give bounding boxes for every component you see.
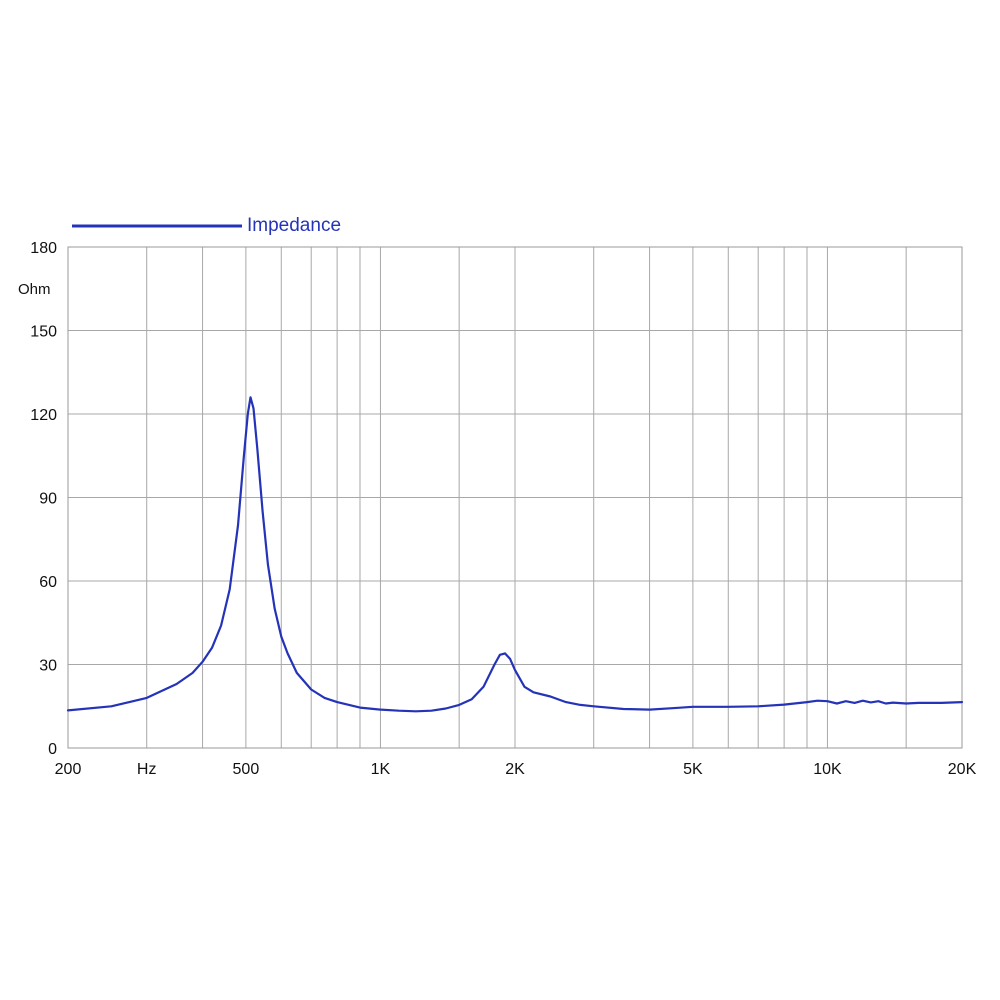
x-tick-label: 5K	[683, 761, 703, 778]
x-tick-label: 500	[233, 761, 260, 778]
plot-frame	[67, 246, 963, 749]
x-axis-tick-labels: 200 Hz 500 1K 2K 5K 10K 20K	[55, 761, 977, 778]
y-axis-unit-label: Ohm	[18, 281, 51, 298]
legend-label-impedance: Impedance	[247, 215, 341, 236]
y-tick-label: 150	[30, 324, 57, 341]
series-line-impedance	[66, 396, 964, 713]
y-tick-label: 120	[30, 407, 57, 424]
x-tick-label: 20K	[948, 761, 977, 778]
x-tick-label: 1K	[371, 761, 391, 778]
legend: Impedance	[72, 215, 341, 236]
y-tick-label: 0	[48, 741, 57, 758]
y-tick-label: 30	[39, 658, 57, 675]
x-tick-label: 200	[55, 761, 82, 778]
series-layer	[66, 396, 964, 713]
y-tick-label: 90	[39, 491, 57, 508]
y-tick-label: 180	[30, 240, 57, 257]
x-tick-label: 10K	[813, 761, 842, 778]
y-axis-tick-labels: 0 30 60 90 120 150 180	[30, 240, 57, 758]
y-tick-label: 60	[39, 574, 57, 591]
x-tick-label: 2K	[505, 761, 525, 778]
x-tick-label: Hz	[137, 761, 157, 778]
